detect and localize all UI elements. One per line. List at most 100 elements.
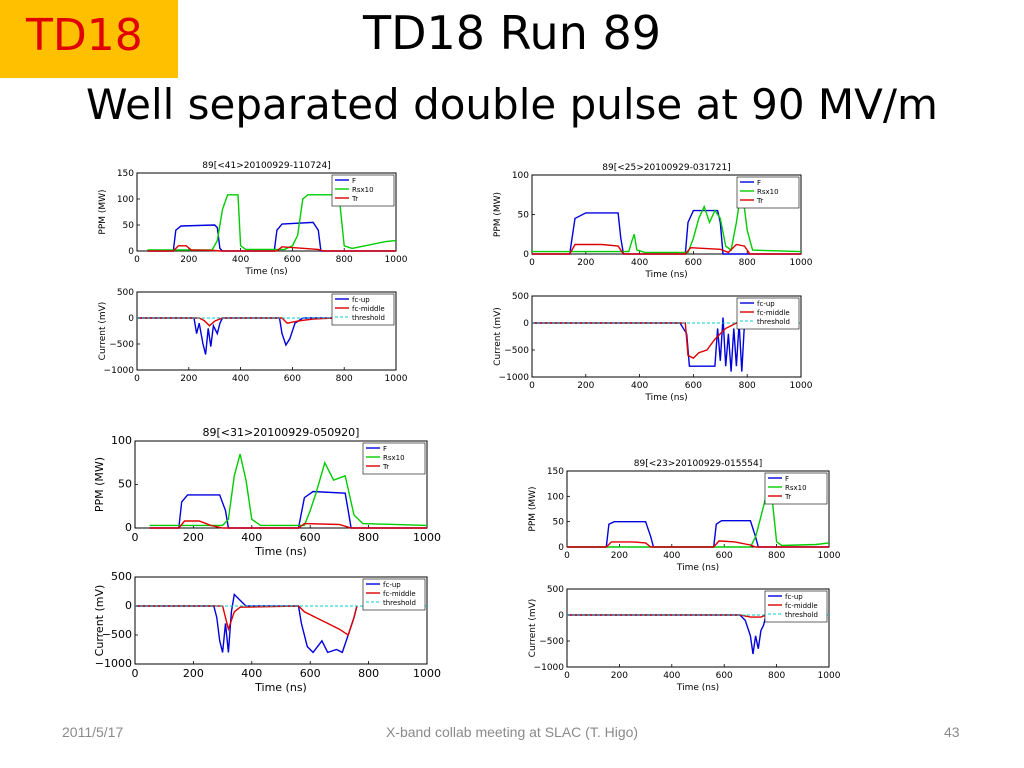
legend-label: fc-up — [352, 296, 370, 304]
chart-1: 89[<41>20100929-110724]0 200 400 600 800 1000… — [98, 161, 408, 277]
x-tick-label: 1000 — [818, 671, 841, 681]
chart-2: 0 200 400 600 800 1000 −1000 −500 0 500 Current (m… — [98, 288, 408, 384]
x-tick-label: 0 — [132, 531, 139, 544]
chart-7: 89[<23>20100929-015554]0 200 400 600 800 1000… — [528, 459, 841, 573]
legend-label: Rsx10 — [352, 186, 374, 194]
y-tick-label: −1000 — [95, 657, 132, 670]
x-axis-label: Time (ns) — [244, 267, 287, 277]
x-tick-label: 400 — [241, 531, 262, 544]
x-tick-label: 600 — [300, 667, 321, 680]
x-tick-label: 800 — [768, 671, 785, 681]
series-fc-up — [137, 317, 334, 355]
y-tick-label: 500 — [117, 288, 134, 298]
x-tick-label: 0 — [564, 671, 570, 681]
legend-label: F — [383, 445, 387, 453]
x-tick-label: 400 — [663, 551, 680, 561]
y-axis-label: Current (mV) — [528, 599, 538, 658]
x-axis-label: Time (ns) — [676, 683, 719, 693]
x-tick-label: 600 — [685, 258, 702, 268]
slide-subtitle: Well separated double pulse at 90 MV/m — [86, 80, 938, 129]
y-axis-label: Current (mV) — [98, 302, 108, 361]
x-tick-label: 200 — [180, 374, 197, 384]
x-tick-label: 1000 — [790, 381, 813, 391]
y-axis-label: PPM (MW) — [493, 192, 503, 237]
footer-date: 2011/5/17 — [62, 724, 124, 740]
x-tick-label: 1000 — [818, 551, 841, 561]
legend-label: F — [352, 177, 356, 185]
legend-label: Rsx10 — [383, 454, 405, 462]
x-tick-label: 600 — [716, 551, 733, 561]
y-tick-label: 0 — [558, 543, 564, 553]
legend-label: fc-up — [383, 581, 401, 589]
x-tick-label: 0 — [134, 255, 140, 265]
x-tick-label: 600 — [685, 381, 702, 391]
x-tick-label: 800 — [739, 258, 756, 268]
x-tick-label: 1000 — [790, 258, 813, 268]
x-tick-label: 400 — [631, 381, 648, 391]
legend-label: fc-up — [757, 300, 775, 308]
legend-label: threshold — [757, 318, 790, 326]
x-tick-label: 400 — [232, 255, 249, 265]
x-tick-label: 200 — [183, 531, 204, 544]
y-tick-label: −1000 — [104, 366, 135, 376]
legend-label: Rsx10 — [757, 188, 779, 196]
x-tick-label: 0 — [134, 374, 140, 384]
badge-label: TD18 — [26, 10, 143, 61]
x-tick-label: 800 — [336, 374, 353, 384]
series-tr — [147, 245, 396, 252]
legend-label: fc-middle — [785, 602, 818, 610]
y-tick-label: −500 — [102, 628, 132, 641]
x-tick-label: 0 — [529, 258, 535, 268]
legend-label: Tr — [756, 197, 763, 205]
chart-6: 0 200 400 600 800 1000 −1000 −500 0 500 Time (ns) C… — [93, 570, 441, 694]
y-axis-label: Current (mV) — [93, 585, 106, 657]
legend-label: fc-up — [785, 593, 803, 601]
x-axis-label: Time (ns) — [254, 681, 307, 694]
y-tick-label: 500 — [111, 570, 132, 583]
x-tick-label: 200 — [611, 551, 628, 561]
x-axis-label: Time (ns) — [644, 270, 687, 280]
footer-page-number: 43 — [944, 724, 960, 740]
x-axis-label: Time (ns) — [676, 563, 719, 573]
y-tick-label: 50 — [518, 211, 530, 221]
legend-label: F — [757, 179, 761, 187]
y-axis-label: Current (mV) — [493, 307, 503, 366]
y-tick-label: −500 — [539, 637, 564, 647]
series-tr — [532, 243, 801, 255]
y-axis-label: PPM (MW) — [93, 457, 106, 512]
y-tick-label: −500 — [504, 346, 529, 356]
y-tick-label: 0 — [128, 314, 134, 324]
series-fc-middle — [135, 605, 358, 637]
y-tick-label: 0 — [125, 521, 132, 534]
series-rsx10 — [149, 453, 428, 527]
slide-title: TD18 Run 89 — [362, 6, 662, 60]
y-tick-label: 150 — [547, 467, 564, 477]
x-tick-label: 800 — [739, 381, 756, 391]
x-axis-label: Time (ns) — [644, 393, 687, 403]
x-tick-label: 200 — [611, 671, 628, 681]
x-tick-label: 200 — [180, 255, 197, 265]
x-tick-label: 400 — [232, 374, 249, 384]
legend-label: threshold — [383, 599, 416, 607]
y-tick-label: −1000 — [534, 663, 565, 673]
y-tick-label: 0 — [523, 250, 529, 260]
y-tick-label: 0 — [523, 319, 529, 329]
legend-label: threshold — [352, 314, 385, 322]
x-axis-label: Time (ns) — [254, 545, 307, 558]
legend-label: Tr — [382, 463, 389, 471]
x-tick-label: 0 — [529, 381, 535, 391]
x-tick-label: 1000 — [385, 255, 408, 265]
x-tick-label: 600 — [716, 671, 733, 681]
chart-8: 0 200 400 600 800 1000 −1000 −500 0 500 Time (ns) C… — [528, 585, 841, 693]
y-tick-label: 0 — [128, 247, 134, 257]
td18-badge: TD18 — [0, 0, 178, 78]
x-tick-label: 400 — [241, 667, 262, 680]
y-tick-label: 50 — [118, 478, 132, 491]
x-tick-label: 400 — [663, 671, 680, 681]
